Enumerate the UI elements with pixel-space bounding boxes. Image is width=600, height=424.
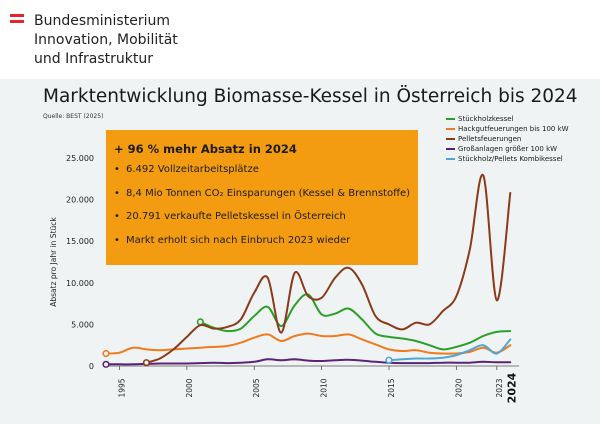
series-start-marker bbox=[142, 359, 151, 367]
legend-swatch bbox=[446, 148, 455, 150]
legend-label: Großanlagen größer 100 kW bbox=[458, 145, 558, 153]
chart-legend: Stückholzkessel Hackgutfeuerungen bis 10… bbox=[446, 114, 569, 164]
y-tick-label: 0 bbox=[89, 362, 94, 371]
series-start-marker bbox=[102, 349, 110, 358]
y-tick-label: 15.000 bbox=[66, 237, 94, 246]
ministry-logo-text: Bundesministerium Innovation, Mobilität … bbox=[34, 12, 178, 69]
series-line bbox=[388, 338, 512, 362]
legend-item: Stückholz/Pellets Kombikessel bbox=[446, 154, 569, 164]
chart-tick-labels: 0 5.000 10.000 15.000 20.000 25.000 1995 2000 20… bbox=[49, 154, 518, 403]
highlight-point-text: 20.791 verkaufte Pelletskessel in Österr… bbox=[126, 211, 346, 222]
legend-swatch bbox=[446, 128, 455, 130]
x-tick-label: 2015 bbox=[387, 378, 396, 397]
highlight-point: • Markt erholt sich nach Einbruch 2023 wi… bbox=[114, 235, 418, 259]
bullet-icon: • bbox=[114, 164, 120, 175]
bullet-icon: • bbox=[114, 187, 120, 199]
series-start-marker bbox=[102, 360, 110, 368]
legend-item: Großanlagen größer 100 kW bbox=[446, 144, 569, 154]
highlight-headline: + 96 % mehr Absatz in 2024 bbox=[114, 142, 297, 156]
x-tick-label: 2000 bbox=[185, 378, 194, 397]
ministry-line-1: Bundesministerium bbox=[34, 13, 170, 29]
legend-item: Stückholzkessel bbox=[446, 114, 569, 124]
highlight-point: • 8,4 Mio Tonnen CO₂ Einsparungen (Kessel… bbox=[114, 188, 418, 212]
chart-title: Marktentwicklung Biomasse-Kessel in Öste… bbox=[43, 86, 578, 107]
highlight-point-text: 6.492 Vollzeitarbeitsplätze bbox=[126, 164, 259, 175]
x-tick-label: 2005 bbox=[252, 378, 261, 397]
x-tick-label: 1995 bbox=[117, 378, 126, 397]
legend-swatch bbox=[446, 138, 455, 140]
x-tick-label: 2020 bbox=[454, 378, 463, 397]
series-start-marker bbox=[196, 318, 204, 326]
legend-swatch bbox=[446, 118, 455, 120]
y-tick-label: 5.000 bbox=[71, 320, 94, 329]
legend-item: Hackgutfeuerungen bis 100 kW bbox=[446, 124, 569, 134]
y-tick-label: 10.000 bbox=[66, 279, 94, 288]
legend-label: Stückholz/Pellets Kombikessel bbox=[458, 155, 563, 163]
highlight-point: • 20.791 verkaufte Pelletskessel in Öster… bbox=[114, 211, 418, 235]
legend-label: Pelletsfeuerungen bbox=[458, 135, 522, 143]
chart-axes bbox=[105, 365, 519, 370]
ministry-line-3: und Infrastruktur bbox=[34, 51, 153, 67]
highlight-point: • 6.492 Vollzeitarbeitsplätze bbox=[114, 164, 418, 188]
highlight-box: + 96 % mehr Absatz in 2024 • 6.492 Vollze… bbox=[106, 130, 418, 265]
bullet-icon: • bbox=[114, 211, 120, 222]
header-bar: Bundesministerium Innovation, Mobilität … bbox=[0, 0, 600, 79]
bullet-icon: • bbox=[114, 234, 120, 246]
chart-series bbox=[102, 173, 512, 368]
series-line bbox=[199, 293, 512, 351]
ministry-line-2: Innovation, Mobilität bbox=[34, 32, 178, 48]
y-axis-label: Absatz pro Jahr in Stück bbox=[49, 217, 58, 307]
series-line bbox=[105, 332, 512, 355]
highlight-point-text: 8,4 Mio Tonnen CO₂ Einsparungen (Kessel … bbox=[126, 187, 411, 199]
x-tick-label-final-year: 2024 bbox=[505, 372, 518, 403]
x-tick-label: 2023 bbox=[495, 378, 504, 397]
series-line bbox=[105, 358, 512, 366]
chart-source: Quelle: BEST (2025) bbox=[43, 113, 104, 120]
legend-item: Pelletsfeuerungen bbox=[446, 134, 569, 144]
legend-swatch bbox=[446, 158, 455, 160]
y-tick-label: 20.000 bbox=[66, 196, 94, 205]
legend-label: Hackgutfeuerungen bis 100 kW bbox=[458, 125, 569, 133]
y-tick-label: 25.000 bbox=[66, 154, 94, 163]
austria-flag-icon bbox=[10, 14, 24, 23]
x-tick-label: 2010 bbox=[320, 378, 329, 397]
series-line bbox=[145, 173, 512, 364]
series-start-marker bbox=[385, 356, 393, 364]
legend-label: Stückholzkessel bbox=[458, 115, 514, 123]
highlight-point-text: Markt erholt sich nach Einbruch 2023 wie… bbox=[126, 234, 351, 246]
